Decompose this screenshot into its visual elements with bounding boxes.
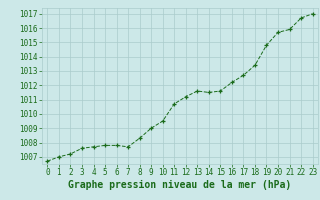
X-axis label: Graphe pression niveau de la mer (hPa): Graphe pression niveau de la mer (hPa) bbox=[68, 180, 292, 190]
